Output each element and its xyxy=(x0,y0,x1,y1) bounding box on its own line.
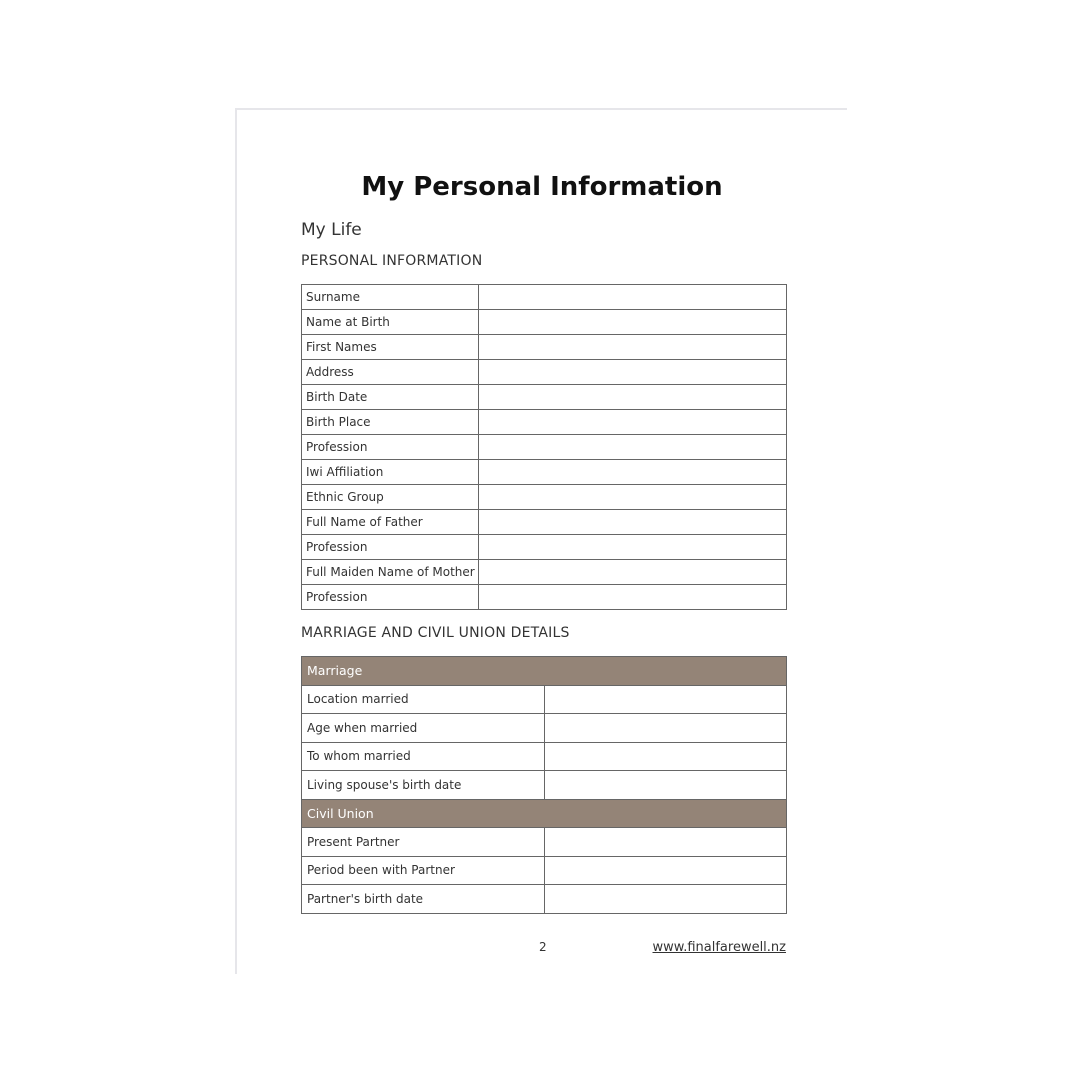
field-value-cell[interactable] xyxy=(478,559,787,585)
personal-info-table: Surname Name at Birth First Names Address Bi… xyxy=(301,284,787,610)
table-row: Ethnic Group xyxy=(301,484,787,510)
table-row: Address xyxy=(301,359,787,385)
field-value-cell[interactable] xyxy=(543,884,787,914)
table-section-header: Civil Union xyxy=(301,798,787,828)
field-value-cell[interactable] xyxy=(543,684,787,714)
table-row: Age when married xyxy=(301,713,787,743)
field-label: Full Maiden Name of Mother xyxy=(301,559,479,585)
field-label: Name at Birth xyxy=(301,309,479,335)
table-row: Partner's birth date xyxy=(301,884,787,914)
field-value-cell[interactable] xyxy=(543,741,787,771)
personal-info-heading: PERSONAL INFORMATION xyxy=(301,253,483,269)
field-value-cell[interactable] xyxy=(478,484,787,510)
field-value-cell[interactable] xyxy=(478,434,787,460)
field-value-cell[interactable] xyxy=(478,409,787,435)
field-label: Present Partner xyxy=(301,827,545,857)
field-label: Living spouse's birth date xyxy=(301,770,545,800)
table-row: Profession xyxy=(301,534,787,560)
marriage-heading: MARRIAGE AND CIVIL UNION DETAILS xyxy=(301,625,570,641)
field-value-cell[interactable] xyxy=(478,584,787,610)
table-row: Surname xyxy=(301,284,787,310)
field-value-cell[interactable] xyxy=(478,309,787,335)
website-link[interactable]: www.finalfarewell.nz xyxy=(652,940,787,955)
table-row: Iwi Affiliation xyxy=(301,459,787,485)
field-label: Profession xyxy=(301,434,479,460)
field-label: Iwi Affiliation xyxy=(301,459,479,485)
table-row: Birth Date xyxy=(301,384,787,410)
field-label: Surname xyxy=(301,284,479,310)
table-section-header: Marriage xyxy=(301,656,787,686)
field-value-cell[interactable] xyxy=(478,534,787,560)
field-value-cell[interactable] xyxy=(543,713,787,743)
field-value-cell[interactable] xyxy=(478,284,787,310)
table-row: To whom married xyxy=(301,741,787,771)
field-label: Location married xyxy=(301,684,545,714)
field-label: Ethnic Group xyxy=(301,484,479,510)
document-page: My Personal Information My Life PERSONAL… xyxy=(235,108,847,974)
table-row: Period been with Partner xyxy=(301,855,787,885)
section-header-label: Marriage xyxy=(301,656,787,686)
field-label: Profession xyxy=(301,534,479,560)
section-subtitle: My Life xyxy=(301,220,362,240)
page-number: 2 xyxy=(539,940,547,954)
table-row: Profession xyxy=(301,434,787,460)
table-row: First Names xyxy=(301,334,787,360)
field-value-cell[interactable] xyxy=(478,459,787,485)
page-title: My Personal Information xyxy=(361,172,723,202)
field-value-cell[interactable] xyxy=(543,855,787,885)
field-label: First Names xyxy=(301,334,479,360)
field-label: Full Name of Father xyxy=(301,509,479,535)
field-label: Birth Place xyxy=(301,409,479,435)
field-value-cell[interactable] xyxy=(478,334,787,360)
field-value-cell[interactable] xyxy=(478,509,787,535)
marriage-table: Marriage Location married Age when married… xyxy=(301,656,787,914)
table-row: Present Partner xyxy=(301,827,787,857)
field-label: Birth Date xyxy=(301,384,479,410)
table-row: Full Name of Father xyxy=(301,509,787,535)
field-label: Period been with Partner xyxy=(301,855,545,885)
field-value-cell[interactable] xyxy=(478,384,787,410)
table-row: Birth Place xyxy=(301,409,787,435)
table-row: Profession xyxy=(301,584,787,610)
table-row: Location married xyxy=(301,684,787,714)
section-header-label: Civil Union xyxy=(301,798,787,828)
field-label: Profession xyxy=(301,584,479,610)
field-label: Address xyxy=(301,359,479,385)
table-row: Full Maiden Name of Mother xyxy=(301,559,787,585)
field-label: Partner's birth date xyxy=(301,884,545,914)
field-value-cell[interactable] xyxy=(543,827,787,857)
table-row: Living spouse's birth date xyxy=(301,770,787,800)
field-label: To whom married xyxy=(301,741,545,771)
field-value-cell[interactable] xyxy=(543,770,787,800)
field-value-cell[interactable] xyxy=(478,359,787,385)
table-row: Name at Birth xyxy=(301,309,787,335)
field-label: Age when married xyxy=(301,713,545,743)
